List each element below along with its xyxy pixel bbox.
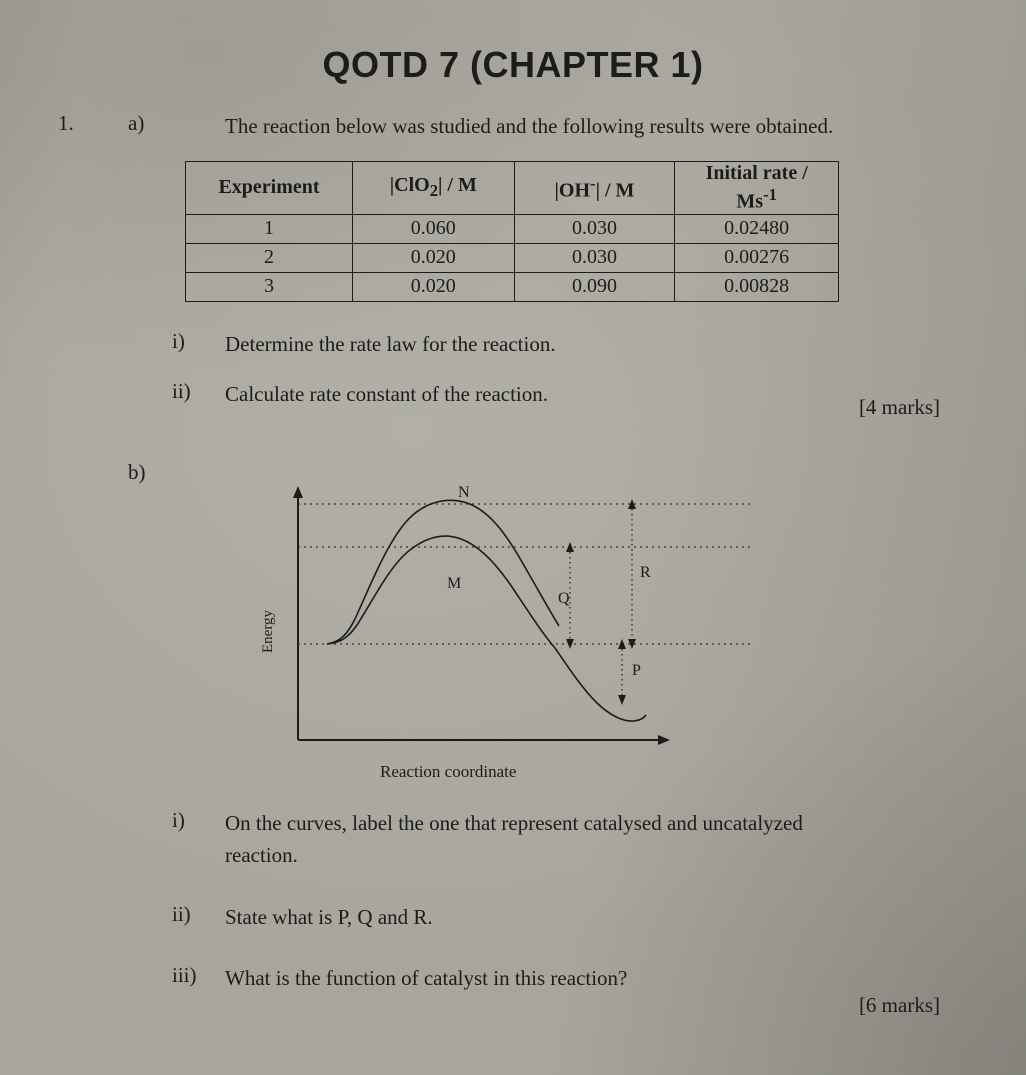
svg-text:N: N: [458, 485, 470, 501]
svg-text:Energy: Energy: [260, 609, 276, 653]
svg-text:Reaction coordinate: Reaction coordinate: [380, 762, 516, 781]
svg-text:M: M: [447, 575, 461, 592]
svg-text:P: P: [632, 662, 641, 679]
svg-text:Q: Q: [558, 590, 570, 607]
svg-text:R: R: [640, 564, 651, 581]
